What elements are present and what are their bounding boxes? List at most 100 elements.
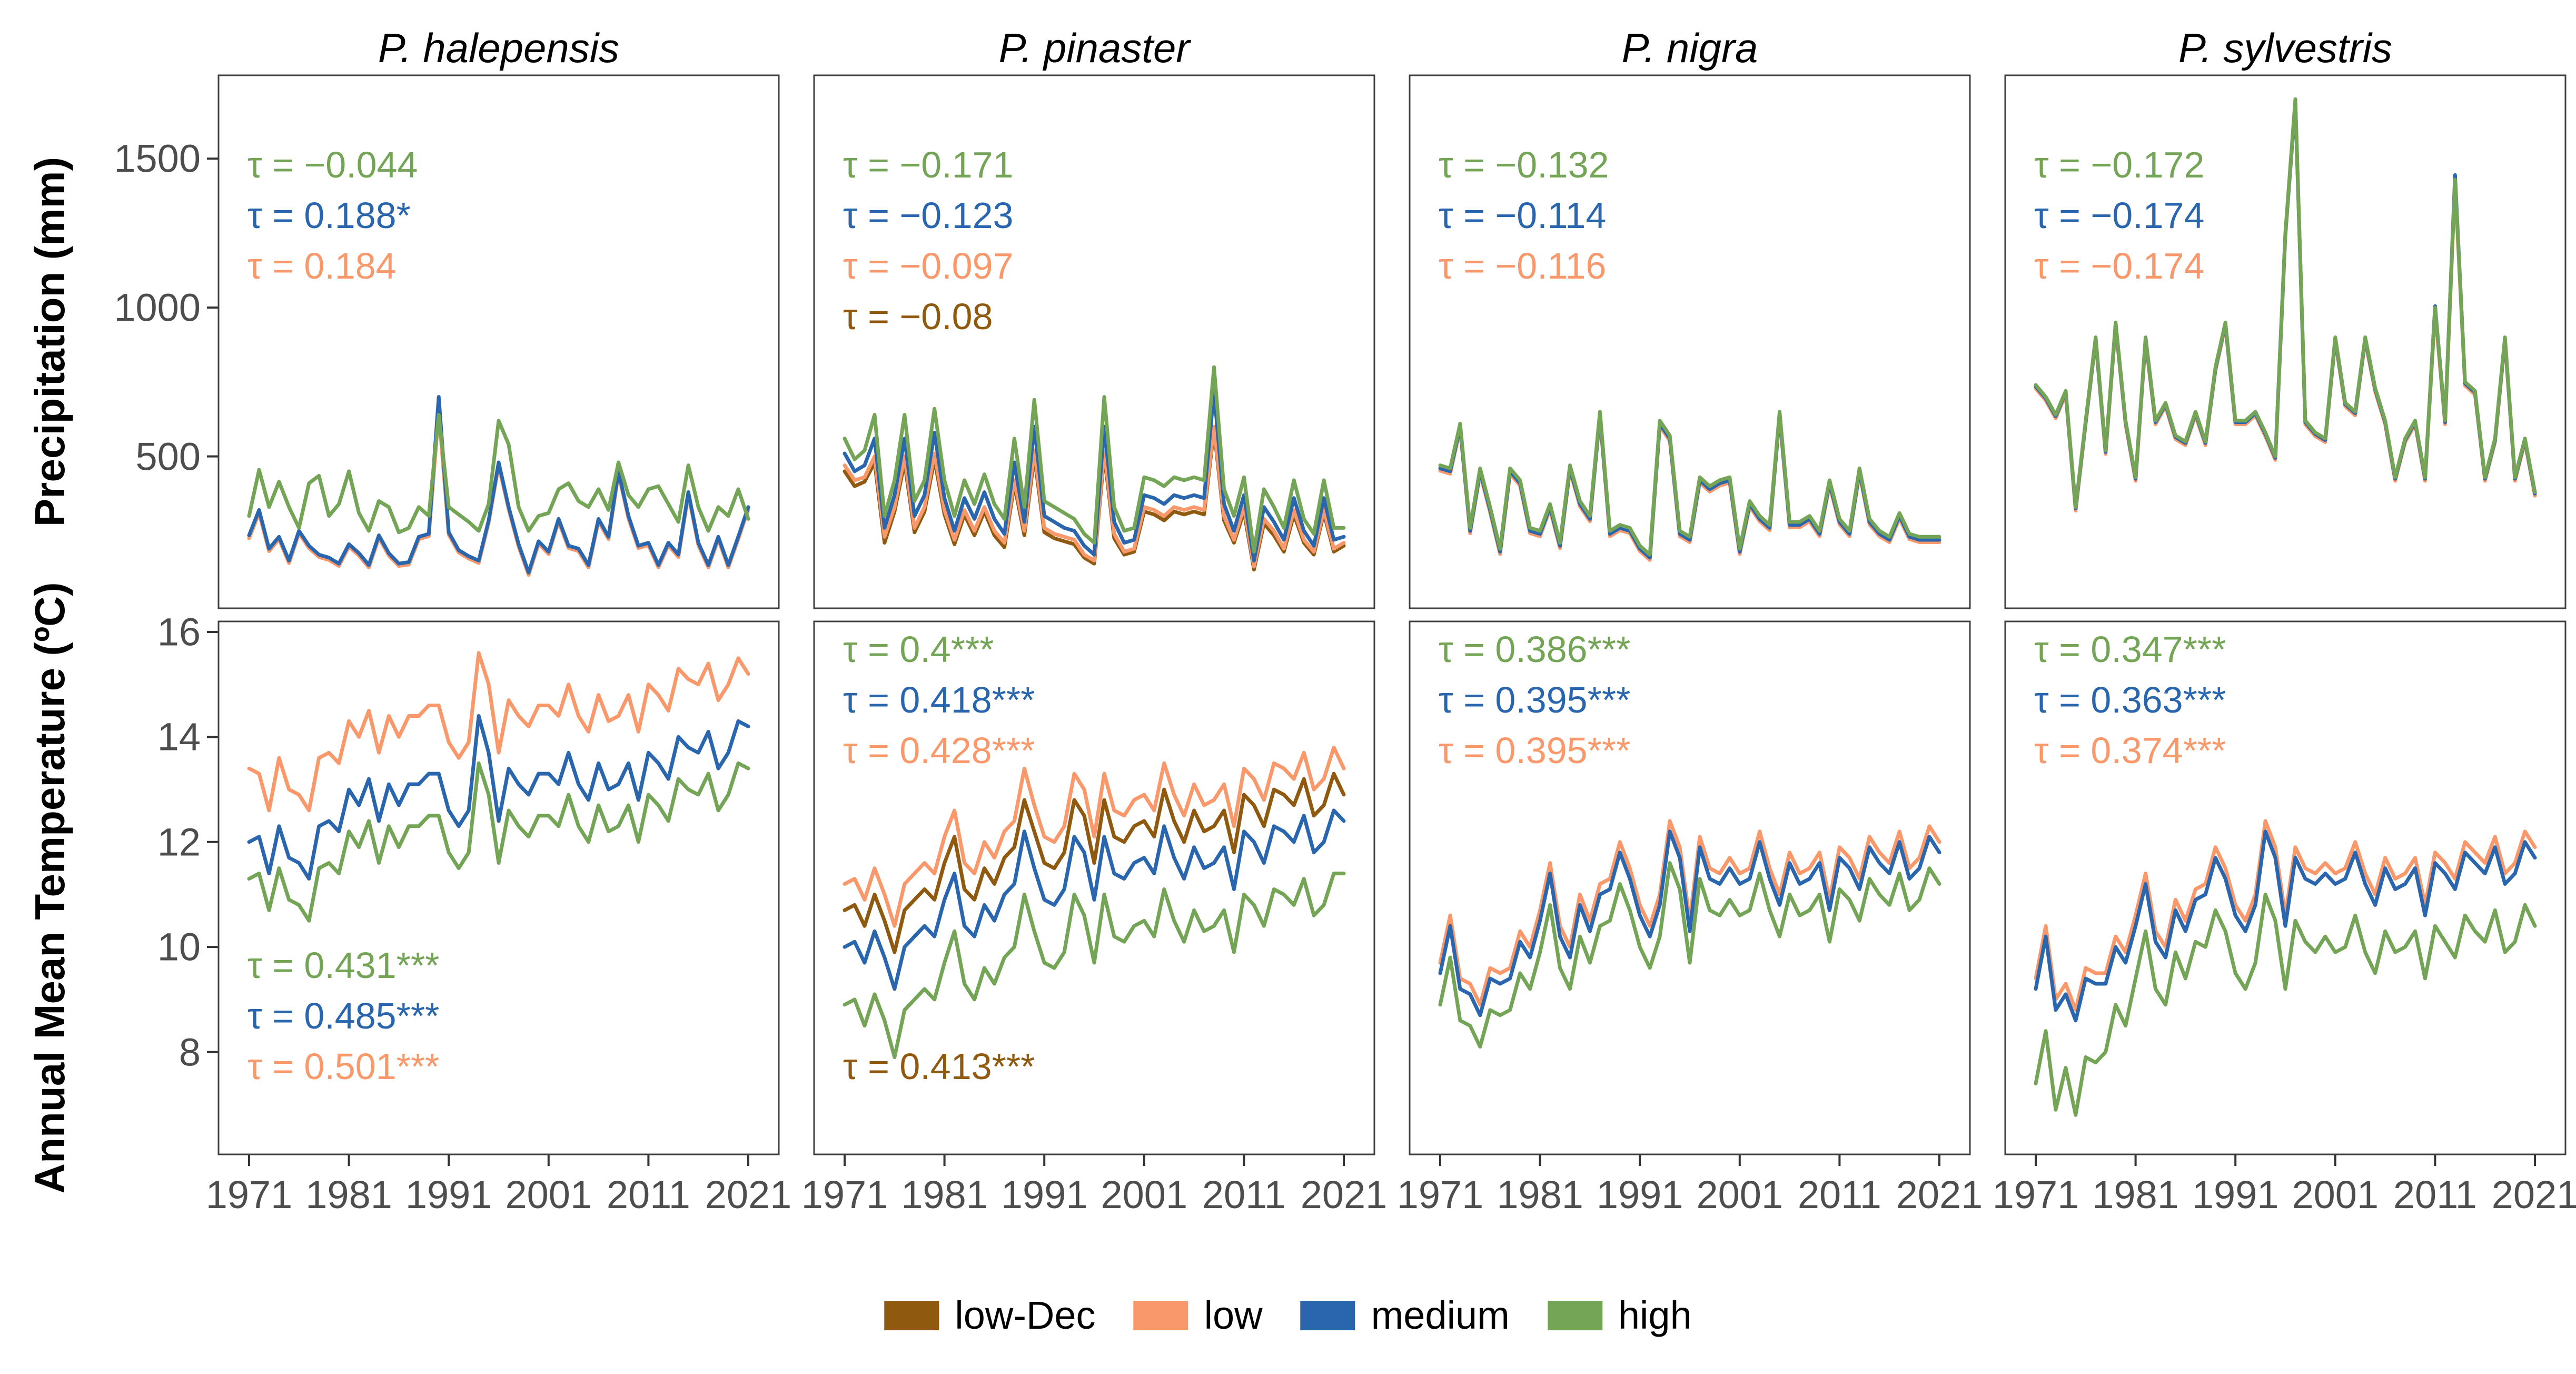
tau-annotation: τ = −0.116 — [1439, 245, 1607, 286]
x-tick-col3-2021: 2021 — [1896, 1173, 1983, 1217]
y-tick-temperature-14: 14 — [157, 715, 201, 759]
legend-item-low: low — [1133, 1293, 1263, 1338]
y-tick-precipitation-1000: 1000 — [114, 285, 201, 330]
facet-title-1: P. halepensis — [378, 25, 620, 71]
tau-annotation: τ = 0.347*** — [2034, 629, 2226, 670]
legend-swatch-medium-icon — [1300, 1300, 1355, 1330]
tau-annotation: τ = 0.413*** — [843, 1046, 1035, 1087]
tau-annotation: τ = 0.395*** — [1439, 730, 1631, 771]
x-tick-col2-1991: 1991 — [1000, 1173, 1088, 1217]
x-tick-col2-1971: 1971 — [801, 1173, 888, 1217]
x-tick-col4-2011: 2011 — [2393, 1173, 2477, 1217]
x-tick-col2-1981: 1981 — [901, 1173, 988, 1217]
y-tick-temperature-10: 10 — [157, 925, 201, 969]
series-line-medium — [1438, 829, 1941, 1017]
series-line-low — [247, 651, 750, 813]
legend-label: low-Dec — [955, 1293, 1096, 1337]
x-tick-col3-1981: 1981 — [1497, 1173, 1583, 1217]
x-tick-col1-2001: 2001 — [505, 1173, 592, 1217]
legend-item-high: high — [1547, 1293, 1692, 1338]
legend-item-low-Dec: low-Dec — [884, 1293, 1096, 1338]
series-line-low — [1438, 819, 1941, 1007]
tau-annotation: τ = 0.184 — [247, 245, 397, 286]
y-tick-temperature-12: 12 — [157, 820, 201, 864]
facet-title-2: P. pinaster — [998, 25, 1190, 71]
tau-annotation: τ = −0.174 — [2034, 195, 2205, 236]
legend-label: low — [1204, 1293, 1263, 1337]
x-tick-col4-1991: 1991 — [2192, 1173, 2279, 1217]
legend-swatch-low-icon — [1133, 1300, 1188, 1330]
x-tick-col4-2021: 2021 — [2491, 1173, 2576, 1217]
series-line-high — [1438, 861, 1941, 1049]
panel-border — [813, 620, 1375, 1155]
series-line-medium — [843, 808, 1346, 991]
x-tick-col4-1971: 1971 — [1992, 1173, 2079, 1217]
x-tick-col1-1981: 1981 — [305, 1173, 392, 1217]
x-tick-col2-2011: 2011 — [1202, 1173, 1286, 1217]
panel-border — [217, 620, 780, 1155]
x-tick-col1-1991: 1991 — [405, 1173, 492, 1217]
panel-border — [1409, 74, 1971, 609]
legend-item-medium: medium — [1300, 1293, 1510, 1338]
tau-annotation: τ = 0.428*** — [843, 730, 1035, 771]
tau-annotation: τ = 0.188* — [247, 195, 411, 236]
tau-annotation: τ = −0.172 — [2034, 144, 2205, 185]
panel-border — [217, 74, 780, 609]
legend-swatch-low-Dec-icon — [884, 1300, 939, 1330]
facet-title-3: P. nigra — [1621, 25, 1758, 71]
series-line-high — [1438, 410, 1941, 557]
tau-annotation: τ = 0.501*** — [247, 1046, 440, 1087]
tau-annotation: τ = −0.174 — [2034, 245, 2205, 286]
series-line-medium — [843, 389, 1346, 562]
panel-border — [813, 74, 1375, 609]
series-line-low — [843, 745, 1346, 928]
x-tick-col3-2001: 2001 — [1696, 1173, 1784, 1217]
legend-swatch-high-icon — [1547, 1300, 1602, 1330]
panel-border — [2004, 620, 2567, 1155]
legend-label: high — [1618, 1293, 1692, 1337]
y-axis-label-temperature: Annual Mean Temperature (ºC) — [26, 582, 73, 1194]
tau-annotation: τ = 0.363*** — [2034, 679, 2226, 720]
x-tick-col3-1991: 1991 — [1596, 1173, 1683, 1217]
tau-annotation: τ = −0.132 — [1439, 144, 1609, 185]
facet-title-4: P. sylvestris — [2178, 25, 2392, 71]
y-tick-temperature-16: 16 — [157, 610, 201, 654]
series-line-high — [843, 365, 1346, 554]
y-tick-precipitation-1500: 1500 — [114, 136, 201, 181]
series-line-high — [843, 872, 1346, 1059]
panel-border — [2004, 74, 2567, 609]
series-line-high — [2034, 893, 2537, 1117]
tau-annotation: τ = −0.097 — [843, 245, 1014, 286]
panel-border — [1409, 620, 1971, 1155]
x-tick-col3-2011: 2011 — [1797, 1173, 1881, 1217]
y-tick-temperature-8: 8 — [179, 1030, 201, 1074]
series-line-medium — [247, 714, 750, 881]
x-tick-col1-2011: 2011 — [606, 1173, 690, 1217]
series-line-high — [247, 413, 750, 535]
series-line-low-Dec — [843, 772, 1346, 954]
tau-annotation: τ = 0.374*** — [2034, 730, 2226, 771]
x-tick-col2-2021: 2021 — [1300, 1173, 1388, 1217]
legend: low-Dec low medium high — [884, 1293, 1692, 1338]
tau-annotation: τ = 0.418*** — [843, 679, 1035, 720]
y-tick-precipitation-500: 500 — [135, 434, 201, 479]
x-tick-col2-2001: 2001 — [1101, 1173, 1188, 1217]
tau-annotation: τ = −0.171 — [843, 144, 1014, 185]
x-tick-col1-1971: 1971 — [205, 1173, 293, 1217]
tau-annotation: τ = 0.431*** — [247, 945, 440, 986]
x-tick-col3-1971: 1971 — [1396, 1173, 1484, 1217]
tau-annotation: τ = −0.114 — [1439, 195, 1607, 236]
tau-annotation: τ = −0.08 — [843, 296, 993, 337]
series-line-high — [2034, 97, 2537, 509]
x-tick-col1-2021: 2021 — [705, 1173, 792, 1217]
x-tick-col4-1981: 1981 — [2092, 1173, 2179, 1217]
tau-annotation: τ = −0.044 — [247, 144, 418, 185]
series-line-high — [247, 761, 750, 923]
legend-label: medium — [1371, 1293, 1510, 1337]
tau-annotation: τ = 0.4*** — [843, 629, 994, 670]
tau-annotation: τ = 0.485*** — [247, 995, 440, 1036]
tau-annotation: τ = 0.386*** — [1439, 629, 1631, 670]
series-line-medium — [2034, 829, 2537, 1023]
